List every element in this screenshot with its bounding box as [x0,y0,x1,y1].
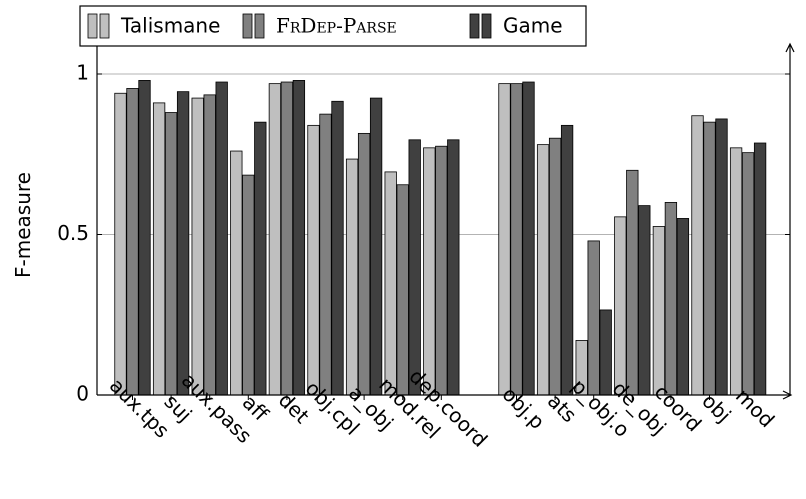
legend: Talismane FrDep-Parse Game [79,5,587,47]
bar-frdep-parse-det [280,81,294,396]
bar-talismane-obj [691,115,704,396]
bar-frdep-parse-coord [664,201,678,396]
bar-frdep-parse-dep-coord [435,145,448,396]
bar-talismane-det [268,83,282,396]
bar-talismane-obj-p [498,83,511,396]
bar-talismane-aff [230,150,243,396]
bar-game-dep-coord [447,139,460,396]
axes [96,42,795,400]
bar-game-mod-rel [408,139,421,396]
bar-talismane-mod [729,147,743,396]
legend-swatch-talismane-2 [99,13,110,39]
bar-frdep-parse-ats [548,137,562,396]
legend-box [79,5,587,47]
legend-swatch-game-2 [481,13,492,39]
bar-frdep-parse-aux-pass [203,94,216,396]
y-tick-label: 1 [76,61,89,85]
legend-swatch-frdep-parse-2 [254,13,265,39]
bar-frdep-parse-p-obj-o [587,240,600,396]
bar-game-obj [715,118,728,396]
x-axis-arrow [782,390,793,400]
bar-game-p-obj-o [599,309,612,396]
bar-frdep-parse-suj [164,112,178,396]
bar-game-aux-tps [138,80,151,396]
bar-frdep-parse-de-obj [626,169,639,396]
bar-talismane-coord [652,226,666,396]
bar-frdep-parse-obj-p [510,83,523,396]
bar-talismane-mod-rel [384,171,397,396]
y-tick-label: 0 [76,382,89,406]
bar-game-ats [560,124,574,396]
bars [114,80,767,396]
bar-talismane-aux-pass [191,97,204,396]
bar-game-det [292,80,306,396]
bar-frdep-parse-aff [242,174,255,396]
bar-talismane-de-obj [614,216,627,396]
bar-talismane-aux-tps [114,92,127,396]
bar-game-obj-p [522,81,535,396]
y-ticks: 00.51 [57,61,790,406]
bar-talismane-suj [152,102,166,396]
bar-frdep-parse-mod-rel [396,184,409,396]
legend-swatch-game [469,13,480,39]
bar-game-obj-cpl [331,100,344,396]
bar-game-mod [753,142,767,396]
bar-frdep-parse-obj [703,121,716,396]
legend-label-frdep-parse: FrDep-Parse [276,14,397,38]
bar-talismane-a-obj [345,158,359,396]
legend-label-talismane: Talismane [120,14,220,38]
bar-talismane-dep-coord [423,147,436,396]
y-tick-label: 0.5 [57,221,89,245]
bar-game-aff [254,121,267,396]
bar-talismane-ats [536,144,550,396]
bar-game-de-obj [638,205,651,396]
bar-game-a-obj [369,97,383,396]
bar-frdep-parse-aux-tps [126,88,139,396]
y-axis-label: F-measure [11,172,35,278]
bar-frdep-parse-a-obj [357,132,371,396]
bar-frdep-parse-obj-cpl [319,113,332,396]
bar-game-aux-pass [215,81,228,396]
bar-frdep-parse-mod [741,152,755,396]
legend-label-game: Game [503,14,563,38]
bar-game-coord [676,218,690,396]
legend-swatch-talismane [87,13,98,39]
bar-game-suj [176,91,190,396]
bar-talismane-obj-cpl [307,124,320,396]
y-axis-arrow [785,42,795,53]
legend-swatch-frdep-parse [242,13,253,39]
